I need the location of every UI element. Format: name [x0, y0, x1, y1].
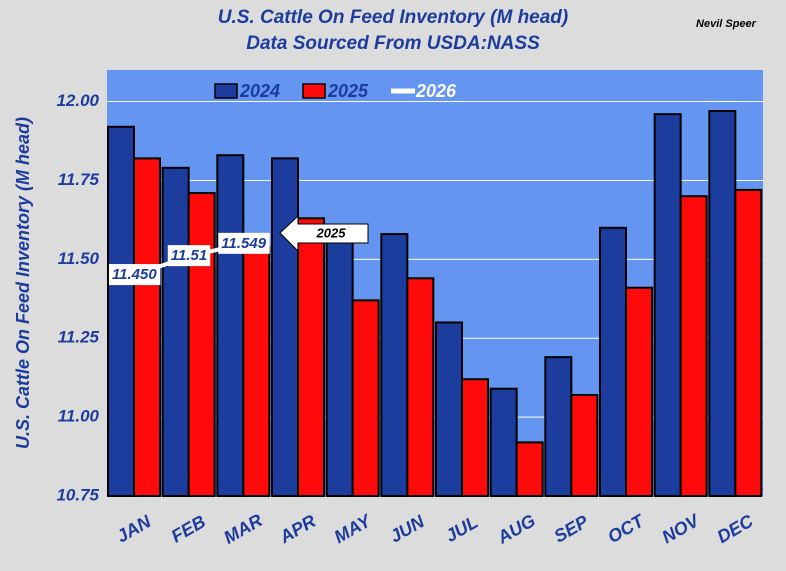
bar	[544, 356, 573, 497]
annotation: 2025	[316, 225, 347, 240]
bar	[216, 154, 245, 497]
bar	[734, 188, 763, 498]
annotation-arrow	[279, 214, 369, 253]
bar	[570, 394, 599, 497]
author: Nevil Speer	[696, 18, 757, 30]
bar	[406, 277, 435, 497]
y-tick-label: 11.00	[58, 407, 100, 426]
data-label-bg	[108, 264, 161, 286]
bar	[625, 286, 653, 497]
y-tick-label: 11.75	[58, 170, 100, 189]
bar	[653, 113, 682, 498]
chart-title: U.S. Cattle On Feed Inventory (M head)	[218, 7, 569, 28]
bar	[679, 195, 708, 497]
bar	[297, 217, 325, 498]
bar	[133, 157, 161, 497]
data-label-box: 11.549	[218, 232, 270, 254]
data-label: 11.51	[171, 247, 207, 264]
legend-label: 2025	[327, 81, 369, 101]
bar	[708, 110, 737, 498]
bar	[461, 378, 489, 497]
bar	[242, 245, 271, 497]
bar	[351, 299, 380, 497]
bar	[380, 233, 409, 497]
legend-label: 2024	[239, 81, 280, 101]
legend-swatch	[302, 83, 326, 99]
bar	[161, 166, 190, 497]
y-tick-label: 11.25	[58, 328, 100, 347]
data-label-bg	[167, 245, 211, 267]
y-tick-label: 10.75	[56, 485, 99, 504]
bar	[489, 387, 518, 498]
y-axis-label: U.S. Cattle On Feed Inventory (M head)	[13, 117, 33, 449]
data-label: 11.450	[112, 266, 157, 283]
bar	[187, 192, 216, 497]
legend-swatch	[214, 83, 238, 99]
y-tick-label: 12.00	[56, 91, 99, 110]
data-label-bg	[218, 232, 270, 254]
bar	[435, 321, 463, 498]
data-label-box: 11.450	[108, 264, 161, 286]
chart-subtitle: Data Sourced From USDA:NASS	[246, 33, 540, 54]
legend-label: 2026	[415, 81, 457, 101]
bar	[515, 441, 544, 498]
bar	[271, 157, 299, 497]
data-label-box: 11.51	[167, 245, 211, 267]
data-label: 11.549	[221, 235, 266, 252]
y-tick-label: 11.50	[58, 249, 100, 268]
bar	[107, 125, 135, 498]
bar	[599, 226, 627, 497]
bar	[325, 229, 354, 498]
